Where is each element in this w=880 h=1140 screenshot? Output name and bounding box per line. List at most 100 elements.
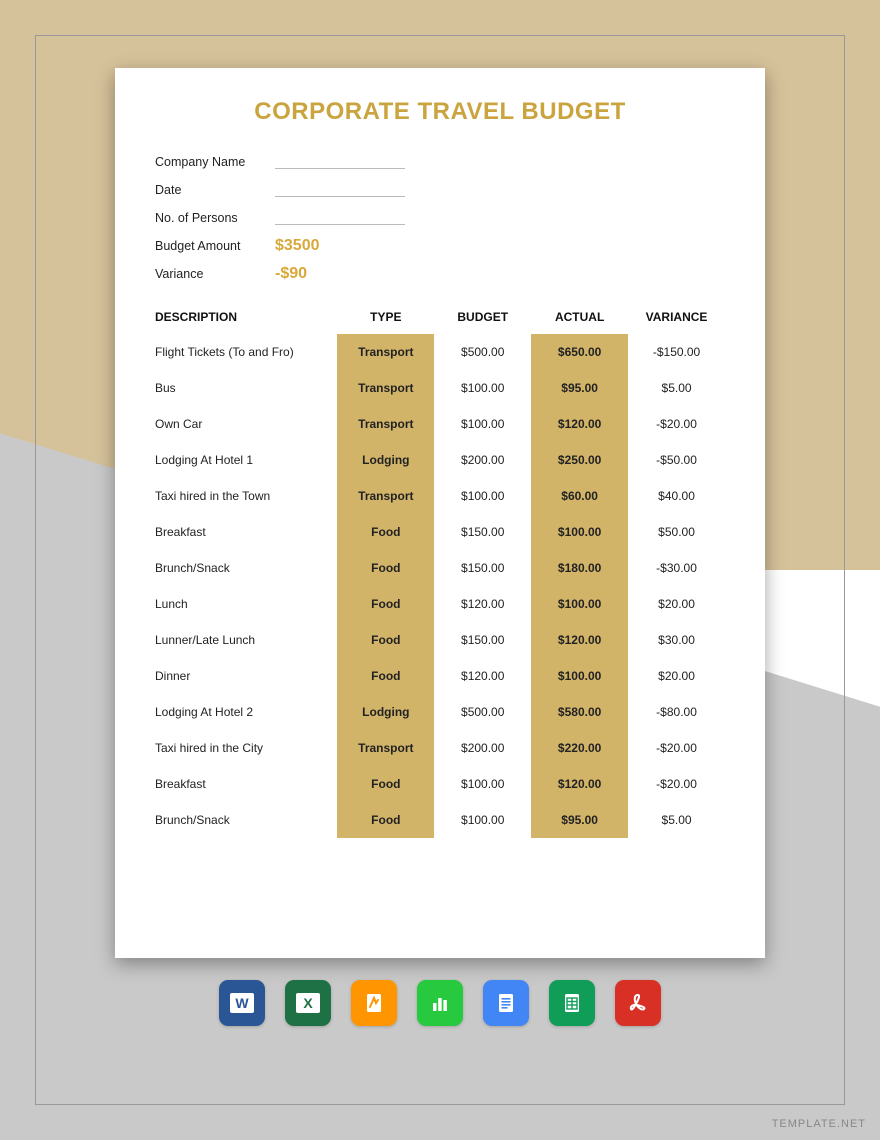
variance-value: -$90 — [275, 265, 307, 283]
table-row: BusTransport$100.00$95.00$5.00 — [155, 370, 725, 406]
cell-type: Food — [337, 550, 434, 586]
cell-description: Own Car — [155, 406, 337, 442]
budget-table: DESCRIPTION TYPE BUDGET ACTUAL VARIANCE … — [155, 302, 725, 838]
header-type: TYPE — [337, 302, 434, 334]
header-budget: BUDGET — [434, 302, 531, 334]
cell-variance: $50.00 — [628, 514, 725, 550]
cell-description: Lunch — [155, 586, 337, 622]
cell-description: Lunner/Late Lunch — [155, 622, 337, 658]
cell-variance: $20.00 — [628, 658, 725, 694]
cell-description: Brunch/Snack — [155, 802, 337, 838]
document-page: CORPORATE TRAVEL BUDGET Company Name Dat… — [115, 68, 765, 958]
page-title: CORPORATE TRAVEL BUDGET — [155, 98, 725, 126]
cell-description: Dinner — [155, 658, 337, 694]
cell-variance: -$150.00 — [628, 334, 725, 370]
table-row: BreakfastFood$150.00$100.00$50.00 — [155, 514, 725, 550]
persons-label: No. of Persons — [155, 211, 275, 225]
cell-variance: -$30.00 — [628, 550, 725, 586]
cell-budget: $150.00 — [434, 514, 531, 550]
cell-type: Food — [337, 658, 434, 694]
table-row: Brunch/SnackFood$100.00$95.00$5.00 — [155, 802, 725, 838]
cell-variance: $20.00 — [628, 586, 725, 622]
cell-description: Brunch/Snack — [155, 550, 337, 586]
meta-row-variance: Variance -$90 — [155, 260, 725, 288]
cell-type: Transport — [337, 730, 434, 766]
meta-block: Company Name Date No. of Persons Budget … — [155, 148, 725, 288]
meta-row-persons: No. of Persons — [155, 204, 725, 232]
table-row: DinnerFood$120.00$100.00$20.00 — [155, 658, 725, 694]
cell-type: Food — [337, 622, 434, 658]
cell-budget: $120.00 — [434, 586, 531, 622]
cell-variance: -$50.00 — [628, 442, 725, 478]
cell-budget: $200.00 — [434, 442, 531, 478]
cell-budget: $100.00 — [434, 406, 531, 442]
pdf-icon[interactable] — [615, 980, 661, 1026]
cell-description: Taxi hired in the City — [155, 730, 337, 766]
cell-description: Lodging At Hotel 2 — [155, 694, 337, 730]
outer-frame: CORPORATE TRAVEL BUDGET Company Name Dat… — [35, 35, 845, 1105]
excel-icon[interactable]: X — [285, 980, 331, 1026]
cell-variance: -$20.00 — [628, 730, 725, 766]
cell-variance: -$20.00 — [628, 406, 725, 442]
file-format-icons: WX — [219, 980, 661, 1026]
docs-icon[interactable] — [483, 980, 529, 1026]
table-row: Lunner/Late LunchFood$150.00$120.00$30.0… — [155, 622, 725, 658]
table-row: Taxi hired in the TownTransport$100.00$6… — [155, 478, 725, 514]
header-description: DESCRIPTION — [155, 302, 337, 334]
cell-type: Food — [337, 586, 434, 622]
header-actual: ACTUAL — [531, 302, 628, 334]
word-icon[interactable]: W — [219, 980, 265, 1026]
numbers-icon[interactable] — [417, 980, 463, 1026]
svg-text:W: W — [235, 995, 249, 1011]
table-row: Own CarTransport$100.00$120.00-$20.00 — [155, 406, 725, 442]
cell-budget: $150.00 — [434, 622, 531, 658]
persons-line — [275, 211, 405, 225]
cell-actual: $95.00 — [531, 370, 628, 406]
cell-actual: $250.00 — [531, 442, 628, 478]
cell-type: Transport — [337, 478, 434, 514]
cell-type: Food — [337, 802, 434, 838]
cell-variance: $30.00 — [628, 622, 725, 658]
cell-actual: $580.00 — [531, 694, 628, 730]
pages-icon[interactable] — [351, 980, 397, 1026]
watermark: TEMPLATE.NET — [772, 1118, 866, 1130]
cell-description: Taxi hired in the Town — [155, 478, 337, 514]
svg-text:X: X — [303, 995, 313, 1011]
cell-type: Transport — [337, 334, 434, 370]
company-label: Company Name — [155, 155, 275, 169]
budget-amount-value: $3500 — [275, 237, 320, 255]
budget-amount-label: Budget Amount — [155, 239, 275, 253]
cell-budget: $100.00 — [434, 478, 531, 514]
cell-actual: $120.00 — [531, 622, 628, 658]
table-row: Lodging At Hotel 2Lodging$500.00$580.00-… — [155, 694, 725, 730]
cell-budget: $500.00 — [434, 694, 531, 730]
cell-variance: $5.00 — [628, 370, 725, 406]
cell-budget: $100.00 — [434, 766, 531, 802]
cell-budget: $200.00 — [434, 730, 531, 766]
cell-type: Food — [337, 514, 434, 550]
table-row: Flight Tickets (To and Fro)Transport$500… — [155, 334, 725, 370]
cell-actual: $100.00 — [531, 586, 628, 622]
cell-budget: $120.00 — [434, 658, 531, 694]
meta-row-date: Date — [155, 176, 725, 204]
variance-label: Variance — [155, 267, 275, 281]
cell-variance: $40.00 — [628, 478, 725, 514]
cell-variance: -$20.00 — [628, 766, 725, 802]
cell-budget: $100.00 — [434, 370, 531, 406]
header-variance: VARIANCE — [628, 302, 725, 334]
sheets-icon[interactable] — [549, 980, 595, 1026]
table-row: LunchFood$120.00$100.00$20.00 — [155, 586, 725, 622]
cell-description: Lodging At Hotel 1 — [155, 442, 337, 478]
date-label: Date — [155, 183, 275, 197]
cell-description: Flight Tickets (To and Fro) — [155, 334, 337, 370]
cell-budget: $100.00 — [434, 802, 531, 838]
cell-type: Transport — [337, 406, 434, 442]
cell-variance: $5.00 — [628, 802, 725, 838]
cell-type: Transport — [337, 370, 434, 406]
meta-row-budget: Budget Amount $3500 — [155, 232, 725, 260]
cell-actual: $100.00 — [531, 658, 628, 694]
cell-actual: $180.00 — [531, 550, 628, 586]
table-row: Brunch/SnackFood$150.00$180.00-$30.00 — [155, 550, 725, 586]
cell-description: Bus — [155, 370, 337, 406]
cell-type: Lodging — [337, 442, 434, 478]
